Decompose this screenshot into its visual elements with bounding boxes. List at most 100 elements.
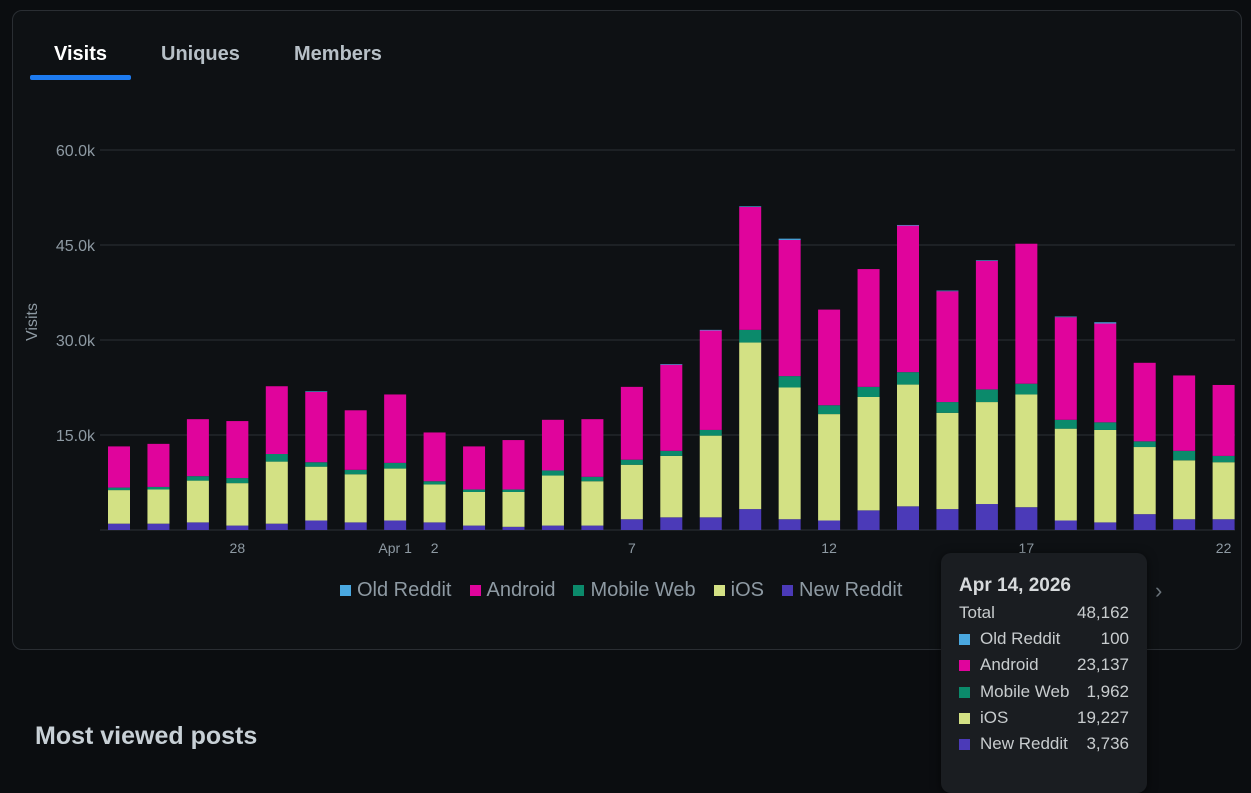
- bar-segment-mobile-web[interactable]: [541, 470, 564, 476]
- bar-segment-ios[interactable]: [502, 492, 525, 527]
- bar-segment-mobile-web[interactable]: [265, 454, 288, 462]
- bar-segment-mobile-web[interactable]: [581, 476, 604, 482]
- bar-segment-android[interactable]: [581, 419, 604, 477]
- bar-segment-new-reddit[interactable]: [975, 504, 998, 530]
- bar-segment-android[interactable]: [147, 443, 170, 487]
- bar-segment-mobile-web[interactable]: [818, 405, 841, 415]
- bar-segment-android[interactable]: [936, 291, 959, 403]
- bar-segment-android[interactable]: [699, 330, 722, 430]
- bar-segment-new-reddit[interactable]: [581, 525, 604, 530]
- bar-segment-mobile-web[interactable]: [620, 459, 643, 465]
- bar-segment-new-reddit[interactable]: [1015, 507, 1038, 530]
- bar-segment-mobile-web[interactable]: [1015, 383, 1038, 395]
- bar-segment-new-reddit[interactable]: [502, 526, 525, 530]
- bar-segment-ios[interactable]: [1094, 429, 1117, 523]
- bar-segment-new-reddit[interactable]: [857, 510, 880, 530]
- bar-segment-android[interactable]: [463, 446, 486, 490]
- bar-segment-new-reddit[interactable]: [1212, 519, 1235, 530]
- bar-segment-ios[interactable]: [344, 474, 367, 523]
- bar-segment-new-reddit[interactable]: [541, 525, 564, 530]
- bar-segment-ios[interactable]: [147, 489, 170, 524]
- bar-segment-android[interactable]: [1054, 317, 1077, 420]
- bar-segment-old-reddit[interactable]: [1054, 316, 1077, 318]
- tab-members[interactable]: Members: [294, 43, 382, 65]
- bar-segment-old-reddit[interactable]: [660, 364, 683, 365]
- bar-segment-ios[interactable]: [186, 480, 209, 523]
- bar-segment-android[interactable]: [897, 225, 919, 373]
- bar-segment-new-reddit[interactable]: [778, 519, 801, 530]
- bar-segment-android[interactable]: [1133, 362, 1156, 442]
- legend-item-mobile-web[interactable]: Mobile Web: [573, 579, 696, 602]
- chevron-right-icon[interactable]: ›: [1155, 578, 1163, 603]
- bar-segment-new-reddit[interactable]: [699, 517, 722, 530]
- bar-segment-android[interactable]: [344, 410, 367, 470]
- legend-item-android[interactable]: Android: [469, 579, 555, 602]
- bar-segment-mobile-web[interactable]: [463, 489, 486, 492]
- bar-segment-old-reddit[interactable]: [305, 391, 328, 392]
- bar-segment-old-reddit[interactable]: [936, 290, 959, 292]
- bar-segment-new-reddit[interactable]: [936, 509, 959, 530]
- bar-segment-new-reddit[interactable]: [147, 523, 170, 530]
- bar-segment-old-reddit[interactable]: [739, 206, 762, 207]
- bar-segment-new-reddit[interactable]: [897, 506, 919, 530]
- bar-segment-mobile-web[interactable]: [108, 487, 130, 491]
- bar-segment-new-reddit[interactable]: [660, 517, 683, 530]
- bar-segment-ios[interactable]: [699, 435, 722, 518]
- bar-segment-mobile-web[interactable]: [1173, 450, 1196, 461]
- bar-segment-android[interactable]: [1173, 375, 1196, 451]
- legend-item-new-reddit[interactable]: New Reddit: [782, 579, 902, 602]
- legend-item-ios[interactable]: iOS: [713, 579, 764, 602]
- bar-segment-mobile-web[interactable]: [857, 386, 880, 397]
- bar-segment-ios[interactable]: [857, 397, 880, 511]
- bar-segment-ios[interactable]: [541, 475, 564, 526]
- bar-segment-android[interactable]: [857, 269, 880, 387]
- bar-segment-ios[interactable]: [818, 414, 841, 521]
- bar-segment-new-reddit[interactable]: [739, 509, 762, 530]
- bar-segment-ios[interactable]: [1054, 428, 1077, 521]
- bar-segment-new-reddit[interactable]: [305, 520, 328, 531]
- bar-segment-android[interactable]: [186, 419, 209, 477]
- bar-segment-android[interactable]: [620, 386, 643, 460]
- legend-item-old-reddit[interactable]: Old Reddit: [340, 579, 452, 602]
- bar-segment-new-reddit[interactable]: [226, 525, 249, 530]
- bar-segment-ios[interactable]: [936, 412, 959, 510]
- bar-segment-android[interactable]: [108, 446, 130, 488]
- bar-segment-ios[interactable]: [739, 342, 762, 510]
- bar-segment-ios[interactable]: [778, 387, 801, 520]
- bar-segment-new-reddit[interactable]: [463, 525, 486, 530]
- bar-segment-ios[interactable]: [265, 461, 288, 524]
- bar-segment-mobile-web[interactable]: [226, 478, 249, 484]
- tab-uniques[interactable]: Uniques: [161, 43, 240, 65]
- bar-segment-mobile-web[interactable]: [1094, 422, 1117, 430]
- bar-segment-android[interactable]: [502, 440, 525, 490]
- bar-segment-new-reddit[interactable]: [108, 523, 130, 530]
- bar-segment-new-reddit[interactable]: [1054, 520, 1077, 531]
- bar-segment-ios[interactable]: [897, 384, 919, 507]
- bar-segment-mobile-web[interactable]: [502, 489, 525, 492]
- bar-segment-android[interactable]: [975, 260, 998, 390]
- bar-segment-mobile-web[interactable]: [186, 476, 209, 481]
- bar-segment-ios[interactable]: [463, 492, 486, 526]
- bar-segment-mobile-web[interactable]: [147, 486, 170, 490]
- bar-segment-mobile-web[interactable]: [936, 402, 959, 413]
- bar-segment-new-reddit[interactable]: [344, 522, 367, 530]
- bar-segment-new-reddit[interactable]: [265, 523, 288, 530]
- bar-segment-ios[interactable]: [384, 468, 407, 521]
- bar-segment-mobile-web[interactable]: [1054, 419, 1077, 429]
- bar-segment-mobile-web[interactable]: [384, 462, 407, 469]
- bar-segment-android[interactable]: [423, 432, 446, 482]
- bar-segment-mobile-web[interactable]: [305, 462, 328, 467]
- bar-segment-old-reddit[interactable]: [778, 238, 801, 240]
- bar-segment-android[interactable]: [384, 394, 407, 463]
- bar-segment-android[interactable]: [778, 239, 801, 377]
- bar-segment-mobile-web[interactable]: [344, 469, 367, 475]
- bar-segment-mobile-web[interactable]: [423, 481, 446, 485]
- bar-segment-android[interactable]: [226, 421, 249, 479]
- bar-segment-old-reddit[interactable]: [1094, 322, 1117, 324]
- bar-segment-android[interactable]: [541, 419, 564, 471]
- bar-segment-ios[interactable]: [1173, 460, 1196, 520]
- bar-segment-ios[interactable]: [581, 481, 604, 526]
- bar-segment-android[interactable]: [1015, 243, 1038, 384]
- tab-visits[interactable]: Visits: [54, 43, 107, 65]
- bar-segment-ios[interactable]: [1212, 462, 1235, 520]
